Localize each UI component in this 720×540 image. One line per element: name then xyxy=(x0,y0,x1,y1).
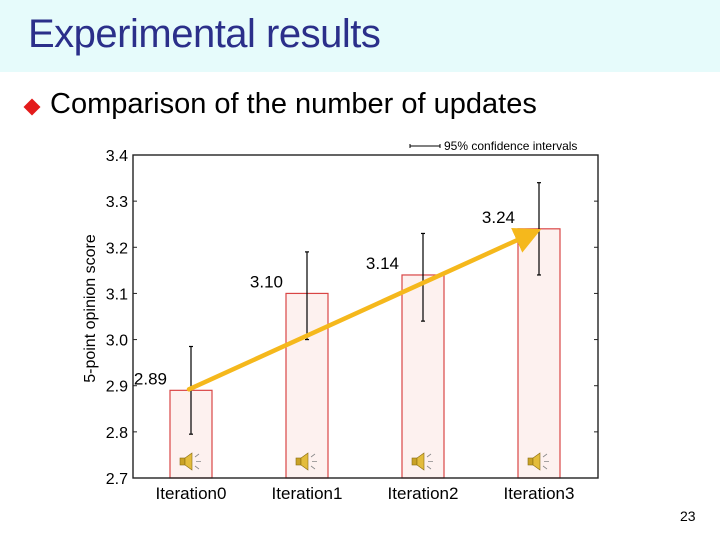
value-label: 3.10 xyxy=(250,272,283,291)
value-label: 3.24 xyxy=(482,208,515,227)
speaker-icon[interactable] xyxy=(295,452,317,471)
x-tick-label: Iteration3 xyxy=(504,484,575,503)
y-tick-label: 2.7 xyxy=(106,471,128,488)
speaker-icon[interactable] xyxy=(411,452,433,471)
y-tick-label: 3.0 xyxy=(106,333,128,350)
slide-title: Experimental results xyxy=(28,12,381,56)
x-tick-label: Iteration0 xyxy=(156,484,227,503)
speaker-icon[interactable] xyxy=(527,452,549,471)
value-labels: 2.89 3.10 3.14 3.24 xyxy=(134,208,515,389)
y-tick-label: 3.4 xyxy=(106,148,128,165)
speaker-icon[interactable] xyxy=(179,452,201,471)
x-tick-label: Iteration2 xyxy=(388,484,459,503)
value-label: 2.89 xyxy=(134,369,167,388)
x-tick-label: Iteration1 xyxy=(272,484,343,503)
speaker-icons xyxy=(179,452,549,471)
value-label: 3.14 xyxy=(366,254,399,273)
y-tick-label: 2.9 xyxy=(106,379,128,396)
y-tick-label: 2.8 xyxy=(106,425,128,442)
y-tick-label: 3.2 xyxy=(106,240,128,257)
legend-label: 95% confidence intervals xyxy=(444,139,577,153)
bullet-text: Comparison of the number of updates xyxy=(50,88,537,120)
legend: 95% confidence intervals xyxy=(409,139,577,153)
y-tick-label: 3.3 xyxy=(106,194,128,211)
y-axis-label: 5-point opinion score xyxy=(82,234,99,383)
trend-arrow xyxy=(186,228,542,392)
title-band xyxy=(0,0,720,72)
page-number: 23 xyxy=(680,508,696,524)
axes: Iteration0 Iteration1 Iteration2 Iteration3… xyxy=(82,148,599,503)
y-tick-label: 3.1 xyxy=(106,286,128,303)
